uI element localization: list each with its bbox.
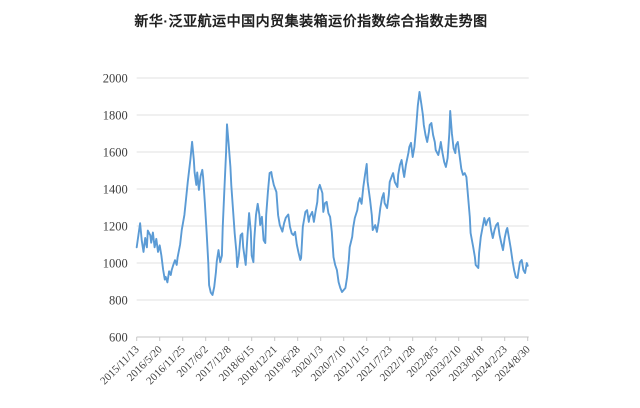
index-series-line [135,90,529,296]
y-axis-tick-label: 600 [109,331,128,345]
y-axis-tick-label: 1200 [103,220,128,234]
y-axis-tick-label: 800 [109,294,128,308]
y-axis-tick-label: 2000 [103,72,128,86]
y-axis-tick-label: 1000 [103,257,128,271]
y-axis-tick-label: 1600 [103,146,128,160]
y-axis-tick-label: 1400 [103,183,128,197]
y-axis-tick-label: 1800 [103,109,128,123]
chart-title: 新华·泛亚航运中国内贸集装箱运价指数综合指数走势图 [134,13,488,29]
